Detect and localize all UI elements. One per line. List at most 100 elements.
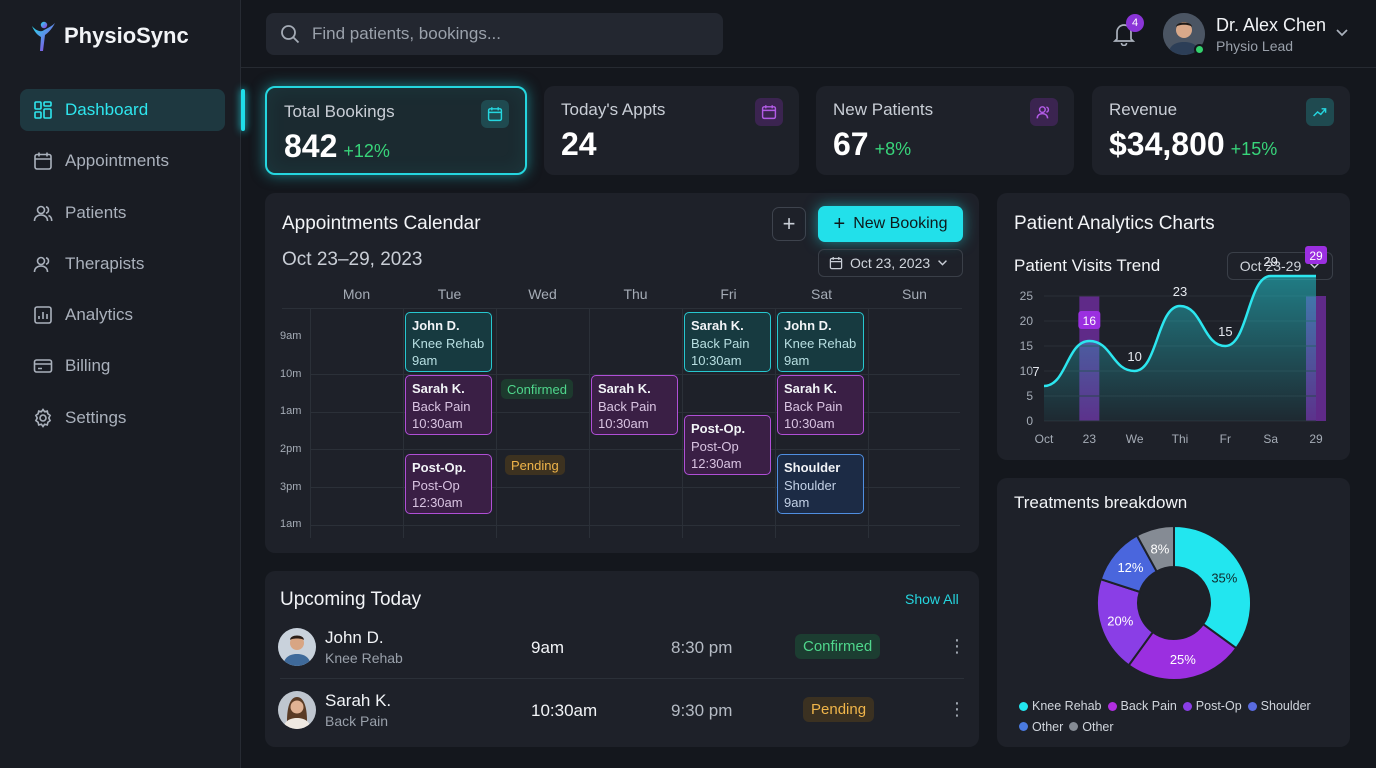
- stat-label: New Patients: [833, 100, 934, 119]
- sidebar-item-billing[interactable]: Billing: [20, 345, 241, 387]
- y-tick-label: 20: [1020, 314, 1034, 328]
- stat-card-revenue[interactable]: Revenue $34,800 +15%: [1092, 86, 1350, 175]
- avatar: [278, 628, 316, 666]
- online-status-dot: [1194, 44, 1205, 55]
- day-header: Fri: [720, 286, 737, 302]
- grid-line: [310, 525, 960, 526]
- legend-swatch: [1019, 701, 1028, 711]
- legend-label: Shoulder: [1260, 699, 1311, 713]
- x-tick-label: 23: [1083, 432, 1097, 446]
- app-logo[interactable]: PhysioSync: [30, 20, 189, 52]
- stat-card-todays-appts[interactable]: Today's Appts 24: [544, 86, 799, 175]
- calendar-event[interactable]: Sarah K. Back Pain 10:30am: [591, 375, 678, 435]
- range-value: Oct 23-29: [1239, 258, 1302, 274]
- calendar-event[interactable]: Sarah K. Back Pain 10:30am: [405, 375, 492, 435]
- x-tick-label: 29: [1309, 432, 1323, 446]
- stat-delta: +8%: [874, 139, 912, 159]
- legend-label: Other: [1032, 719, 1064, 734]
- data-label: 16: [1083, 314, 1097, 328]
- table-row[interactable]: Sarah K. Back Pain 10:30am 9:30 pm Pendi…: [265, 679, 979, 741]
- show-all-link[interactable]: Show All: [905, 591, 959, 607]
- date-picker[interactable]: Oct 23, 2023: [818, 249, 963, 277]
- upcoming-today-panel: Upcoming Today Show All John D. Knee Reh…: [265, 571, 979, 747]
- table-row[interactable]: John D. Knee Rehab 9am 8:30 pm Confirmed…: [265, 616, 979, 678]
- upcoming-title: Upcoming Today: [280, 589, 422, 610]
- billing-icon: [33, 359, 53, 374]
- status-badge: Confirmed: [795, 634, 881, 659]
- sidebar-item-patients[interactable]: Patients: [20, 192, 241, 234]
- search-input[interactable]: [312, 24, 692, 44]
- chart-legend: Knee Rehab Back Pain Post-Op Shoulder Other O…: [1019, 696, 1339, 737]
- calendar-event[interactable]: Sarah K. Back Pain 10:30am: [684, 312, 771, 372]
- legend-swatch: [1107, 701, 1117, 711]
- grid-line: [496, 308, 497, 538]
- plus-icon: +: [833, 212, 846, 235]
- sidebar-item-settings[interactable]: Settings: [20, 397, 241, 439]
- calendar-event[interactable]: Post-Op. Post-Op 12:30am: [684, 415, 771, 475]
- stat-value: 67 +8%: [833, 126, 912, 162]
- day-header: Sat: [810, 286, 832, 302]
- sidebar-item-dashboard[interactable]: Dashboard: [20, 89, 245, 131]
- stat-delta: +15%: [1230, 139, 1278, 159]
- trend-up-icon: [1306, 98, 1334, 126]
- legend-item: Other: [1069, 717, 1114, 737]
- new-booking-button[interactable]: + New Booking: [818, 206, 963, 242]
- data-label: 10: [1127, 349, 1141, 364]
- chart-title: Patient Visits Trend: [1014, 256, 1161, 275]
- legend-swatch: [1019, 722, 1028, 731]
- sidebar-item-analytics[interactable]: Analytics: [20, 294, 241, 336]
- chevron-down-icon[interactable]: [1335, 28, 1349, 38]
- more-options-icon[interactable]: ⋮: [948, 699, 966, 719]
- grid-line: [775, 308, 776, 538]
- calendar-icon: [829, 257, 843, 270]
- calendar-event[interactable]: Post-Op. Post-Op 12:30am: [405, 454, 492, 514]
- y-tick-label: 10: [1020, 364, 1034, 378]
- search-icon: [281, 25, 300, 44]
- day-header: Mon: [342, 286, 371, 302]
- calendar-event[interactable]: Sarah K. Back Pain 10:30am: [777, 375, 864, 435]
- grid-line: [403, 308, 404, 538]
- calendar-event[interactable]: Shoulder Shoulder 9am: [777, 454, 864, 514]
- pie-slice: [1135, 524, 1175, 573]
- chevron-down-icon: [1310, 263, 1320, 269]
- sidebar-item-appointments[interactable]: Appointments: [20, 140, 241, 182]
- appointment-end: 9:30 pm: [671, 701, 733, 720]
- date-picker-value: Oct 23, 2023: [850, 255, 931, 271]
- stat-card-new-patients[interactable]: New Patients 67 +8%: [816, 86, 1074, 175]
- patient-name: John D.: [325, 628, 384, 647]
- stat-card-total-bookings[interactable]: Total Bookings 842 +12%: [265, 86, 527, 175]
- status-badge-confirmed: Confirmed: [501, 379, 573, 399]
- appointments-calendar-panel: Appointments Calendar Oct 23–29, 2023 + …: [265, 193, 979, 553]
- notification-badge: 4: [1126, 14, 1144, 32]
- data-label: 29: [1263, 254, 1277, 269]
- y-tick-label: 5: [1026, 389, 1033, 403]
- stat-label: Total Bookings: [284, 102, 395, 121]
- more-options-icon[interactable]: ⋮: [948, 636, 966, 656]
- sidebar-item-label: Dashboard: [65, 100, 149, 119]
- add-button[interactable]: +: [772, 207, 806, 241]
- gear-icon: [34, 407, 52, 428]
- grid-line: [589, 308, 590, 538]
- data-label-badge: [1078, 311, 1101, 329]
- calendar-event[interactable]: John D. Knee Rehab 9am: [777, 312, 864, 372]
- sidebar-item-label: Patients: [65, 202, 127, 222]
- stat-value: $34,800 +15%: [1109, 126, 1278, 162]
- data-label: 29: [1309, 249, 1323, 263]
- stat-delta: +12%: [343, 141, 390, 161]
- user-name: Dr. Alex Chen: [1216, 15, 1327, 35]
- data-label: 7: [1032, 364, 1039, 379]
- search-box[interactable]: [266, 13, 723, 55]
- grid-line: [310, 308, 311, 538]
- sidebar-item-therapists[interactable]: Therapists: [20, 243, 241, 285]
- dashboard-icon: [34, 101, 52, 119]
- appointment-time: 10:30am: [531, 701, 598, 720]
- time-label: 1am: [280, 518, 302, 530]
- therapist-icon: [33, 256, 50, 272]
- legend-label: Other: [1082, 719, 1114, 734]
- legend-item: Back Pain: [1107, 696, 1177, 716]
- calendar-event[interactable]: John D. Knee Rehab 9am: [405, 312, 492, 372]
- calendar-icon: [34, 152, 52, 171]
- x-tick-label: Sa: [1263, 432, 1278, 446]
- y-tick-label: 0: [1026, 414, 1033, 428]
- user-avatar[interactable]: [1163, 13, 1205, 55]
